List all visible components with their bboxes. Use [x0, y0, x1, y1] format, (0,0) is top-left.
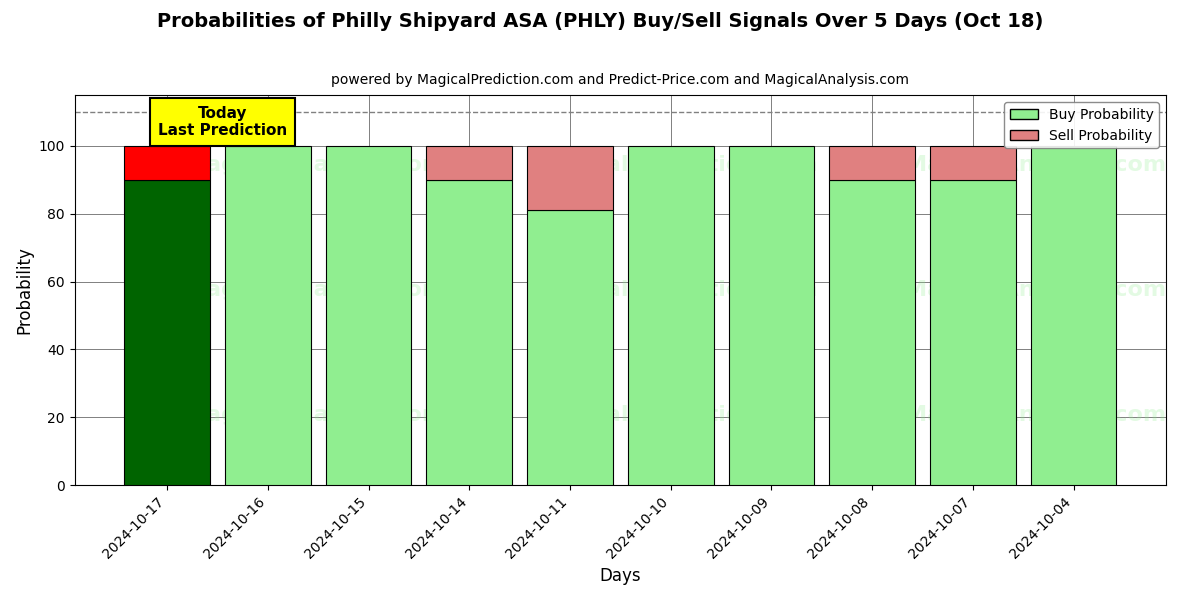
X-axis label: Days: Days	[600, 567, 641, 585]
Text: MagicalAnalysis.com: MagicalAnalysis.com	[905, 280, 1165, 300]
Text: MagicalAnalysis.com: MagicalAnalysis.com	[905, 405, 1165, 425]
Text: MagicalPrediction.com: MagicalPrediction.com	[533, 155, 817, 175]
Bar	[224, 146, 311, 485]
Text: Probabilities of Philly Shipyard ASA (PHLY) Buy/Sell Signals Over 5 Days (Oct 18: Probabilities of Philly Shipyard ASA (PH…	[157, 12, 1043, 31]
Legend: Buy Probability, Sell Probability: Buy Probability, Sell Probability	[1004, 102, 1159, 148]
Bar	[829, 180, 914, 485]
Bar	[426, 146, 512, 180]
Bar	[628, 146, 714, 485]
Bar	[125, 146, 210, 180]
Text: Today
Last Prediction: Today Last Prediction	[158, 106, 287, 139]
Bar	[125, 180, 210, 485]
Text: MagicalAnalysis.com: MagicalAnalysis.com	[184, 405, 445, 425]
Y-axis label: Probability: Probability	[16, 246, 34, 334]
Text: MagicalPrediction.com: MagicalPrediction.com	[533, 280, 817, 300]
Text: MagicalAnalysis.com: MagicalAnalysis.com	[184, 155, 445, 175]
Bar	[930, 180, 1015, 485]
Text: MagicalAnalysis.com: MagicalAnalysis.com	[184, 280, 445, 300]
Text: MagicalAnalysis.com: MagicalAnalysis.com	[905, 155, 1165, 175]
Bar	[728, 146, 815, 485]
Bar	[1031, 146, 1116, 485]
Title: powered by MagicalPrediction.com and Predict-Price.com and MagicalAnalysis.com: powered by MagicalPrediction.com and Pre…	[331, 73, 910, 87]
Bar	[527, 146, 613, 211]
Bar	[930, 146, 1015, 180]
Bar	[527, 211, 613, 485]
Text: MagicalPrediction.com: MagicalPrediction.com	[533, 405, 817, 425]
Bar	[829, 146, 914, 180]
Bar	[426, 180, 512, 485]
Bar	[325, 146, 412, 485]
